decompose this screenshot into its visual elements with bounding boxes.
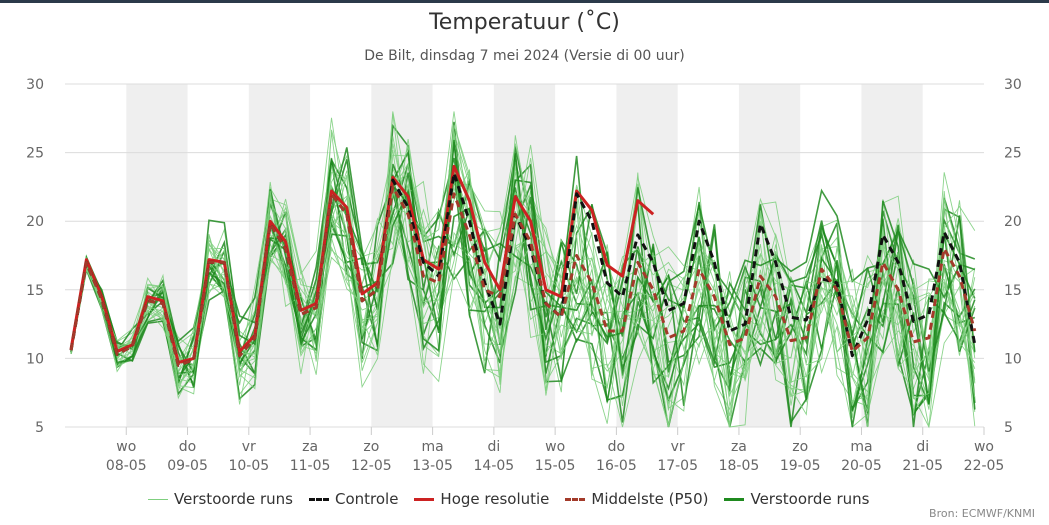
ensemble-member-line [70, 185, 976, 428]
x-tick-day: wo [545, 439, 565, 455]
x-tick-day: zo [792, 439, 808, 455]
legend-swatch [565, 497, 586, 501]
x-tick-day: di [916, 439, 929, 455]
y-tick-label-right: 5 [1004, 420, 1013, 436]
y-tick-label-left: 30 [26, 77, 44, 93]
ensemble-member-line-bold [70, 147, 976, 376]
chart-title: Temperatuur (˚C) [429, 10, 620, 35]
y-tick-label-right: 15 [1004, 283, 1022, 299]
ensemble-member-line [70, 158, 976, 394]
x-tick-day: za [731, 439, 747, 455]
x-tick-date: 19-05 [780, 458, 821, 474]
legend-swatch [724, 497, 745, 501]
x-tick-date: 17-05 [657, 458, 698, 474]
x-tick-day: do [179, 439, 196, 455]
legend-label: Verstoorde runs [174, 490, 293, 508]
x-tick-day: di [487, 439, 500, 455]
legend-item-middelste-p50[interactable]: Middelste (P50) [565, 490, 708, 508]
x-tick-date: 22-05 [964, 458, 1005, 474]
y-tick-label-right: 25 [1004, 146, 1022, 162]
ensemble-member-line [70, 124, 976, 416]
legend-label: Controle [334, 490, 399, 508]
y-tick-label-right: 20 [1004, 214, 1022, 230]
y-tick-label-left: 25 [26, 146, 44, 162]
x-tick-day: wo [974, 439, 994, 455]
x-tick-day: vr [671, 439, 685, 455]
legend-item-verstoorde-runs-thick[interactable]: Verstoorde runs [724, 490, 869, 508]
y-tick-label-left: 5 [35, 420, 44, 436]
x-tick-day: za [302, 439, 318, 455]
legend-swatch [148, 498, 168, 500]
series-line-middelste-p50- [69, 185, 977, 367]
x-tick-date: 09-05 [167, 458, 208, 474]
x-tick-day: ma [850, 439, 872, 455]
ensemble-member-line [70, 143, 976, 428]
source-credit: Bron: ECMWF/KNMI [929, 507, 1035, 520]
ensemble-member-line [70, 144, 976, 407]
y-tick-label-left: 20 [26, 214, 44, 230]
legend-swatch [308, 497, 329, 501]
x-tick-day: ma [421, 439, 443, 455]
y-tick-label-left: 15 [26, 283, 44, 299]
legend-label: Hoge resolutie [440, 490, 550, 508]
x-tick-date: 21-05 [902, 458, 943, 474]
legend-swatch [414, 497, 435, 501]
x-tick-day: wo [116, 439, 136, 455]
x-tick-date: 16-05 [596, 458, 637, 474]
x-tick-date: 13-05 [412, 458, 453, 474]
x-tick-date: 15-05 [535, 458, 576, 474]
x-tick-day: zo [363, 439, 379, 455]
legend-item-verstoorde-runs-thin[interactable]: Verstoorde runs [148, 490, 293, 508]
legend-label: Verstoorde runs [750, 490, 870, 508]
x-tick-day: do [608, 439, 625, 455]
ensemble-member-line-bold [70, 152, 976, 428]
ensemble-member-line [70, 154, 976, 413]
chart-legend: Verstoorde runs Controle Hoge resolutie … [148, 490, 869, 508]
x-tick-date: 20-05 [841, 458, 882, 474]
legend-label: Middelste (P50) [591, 490, 709, 508]
x-tick-day: vr [242, 439, 256, 455]
x-tick-date: 14-05 [474, 458, 515, 474]
x-tick-date: 18-05 [719, 458, 760, 474]
series-line-hoge-resolutie [69, 164, 655, 364]
x-tick-date: 08-05 [106, 458, 147, 474]
x-tick-date: 11-05 [290, 458, 331, 474]
legend-item-hoge-resolutie[interactable]: Hoge resolutie [414, 490, 549, 508]
y-tick-label-left: 10 [26, 351, 44, 367]
x-tick-date: 10-05 [228, 458, 269, 474]
chart-subtitle: De Bilt, dinsdag 7 mei 2024 (Versie di 0… [364, 48, 685, 64]
x-tick-date: 12-05 [351, 458, 392, 474]
y-tick-label-right: 30 [1004, 77, 1022, 93]
legend-item-controle[interactable]: Controle [308, 490, 399, 508]
y-tick-label-right: 10 [1004, 351, 1022, 367]
